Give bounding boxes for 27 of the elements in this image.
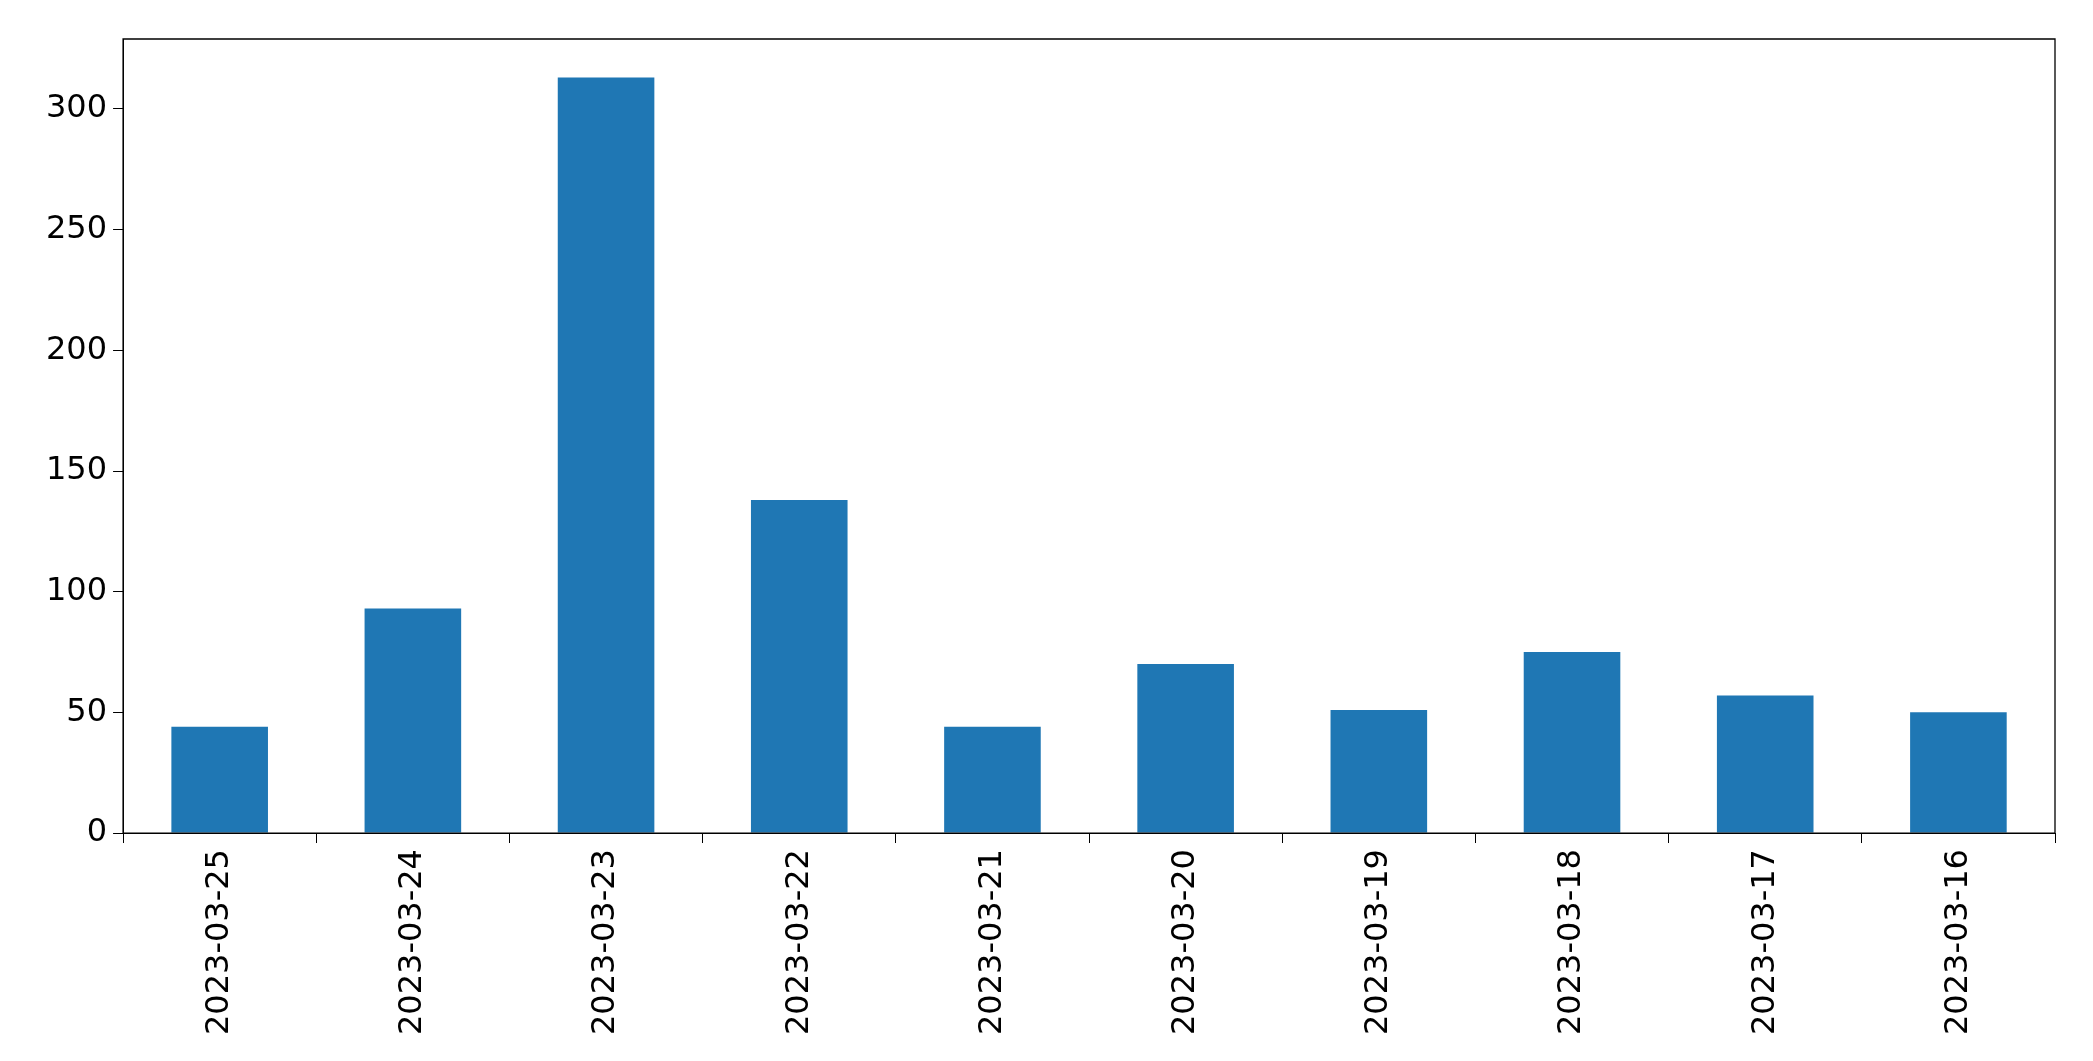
y-tick-label: 50 xyxy=(66,690,108,729)
bar xyxy=(171,726,268,833)
x-tick-label: 2023-03-21 xyxy=(970,849,1009,1035)
x-tick-label: 2023-03-25 xyxy=(197,849,236,1035)
bar xyxy=(1523,652,1621,833)
bar xyxy=(1716,695,1814,833)
y-tick-label: 200 xyxy=(46,328,108,367)
x-tick-label: 2023-03-22 xyxy=(777,849,816,1035)
y-tick-label: 0 xyxy=(86,811,108,850)
bar xyxy=(557,77,655,833)
x-tick-label: 2023-03-23 xyxy=(584,849,623,1035)
x-tick-label: 2023-03-20 xyxy=(1163,849,1202,1035)
x-tick-label: 2023-03-24 xyxy=(391,849,430,1035)
bar xyxy=(1330,709,1428,833)
y-tick-label: 100 xyxy=(46,570,108,608)
x-tick-label: 2023-03-19 xyxy=(1357,849,1396,1035)
y-tick-label: 150 xyxy=(46,449,108,488)
y-tick-label: 300 xyxy=(46,87,108,126)
x-tick-label: 2023-03-16 xyxy=(1936,849,1975,1035)
x-tick-label: 2023-03-17 xyxy=(1743,849,1782,1035)
bar xyxy=(1137,664,1234,833)
bar xyxy=(1910,712,2007,833)
x-tick-label: 2023-03-18 xyxy=(1550,849,1589,1035)
bar xyxy=(750,499,848,833)
y-tick-label: 250 xyxy=(46,207,108,246)
bar xyxy=(364,608,462,833)
bar xyxy=(944,726,1041,833)
